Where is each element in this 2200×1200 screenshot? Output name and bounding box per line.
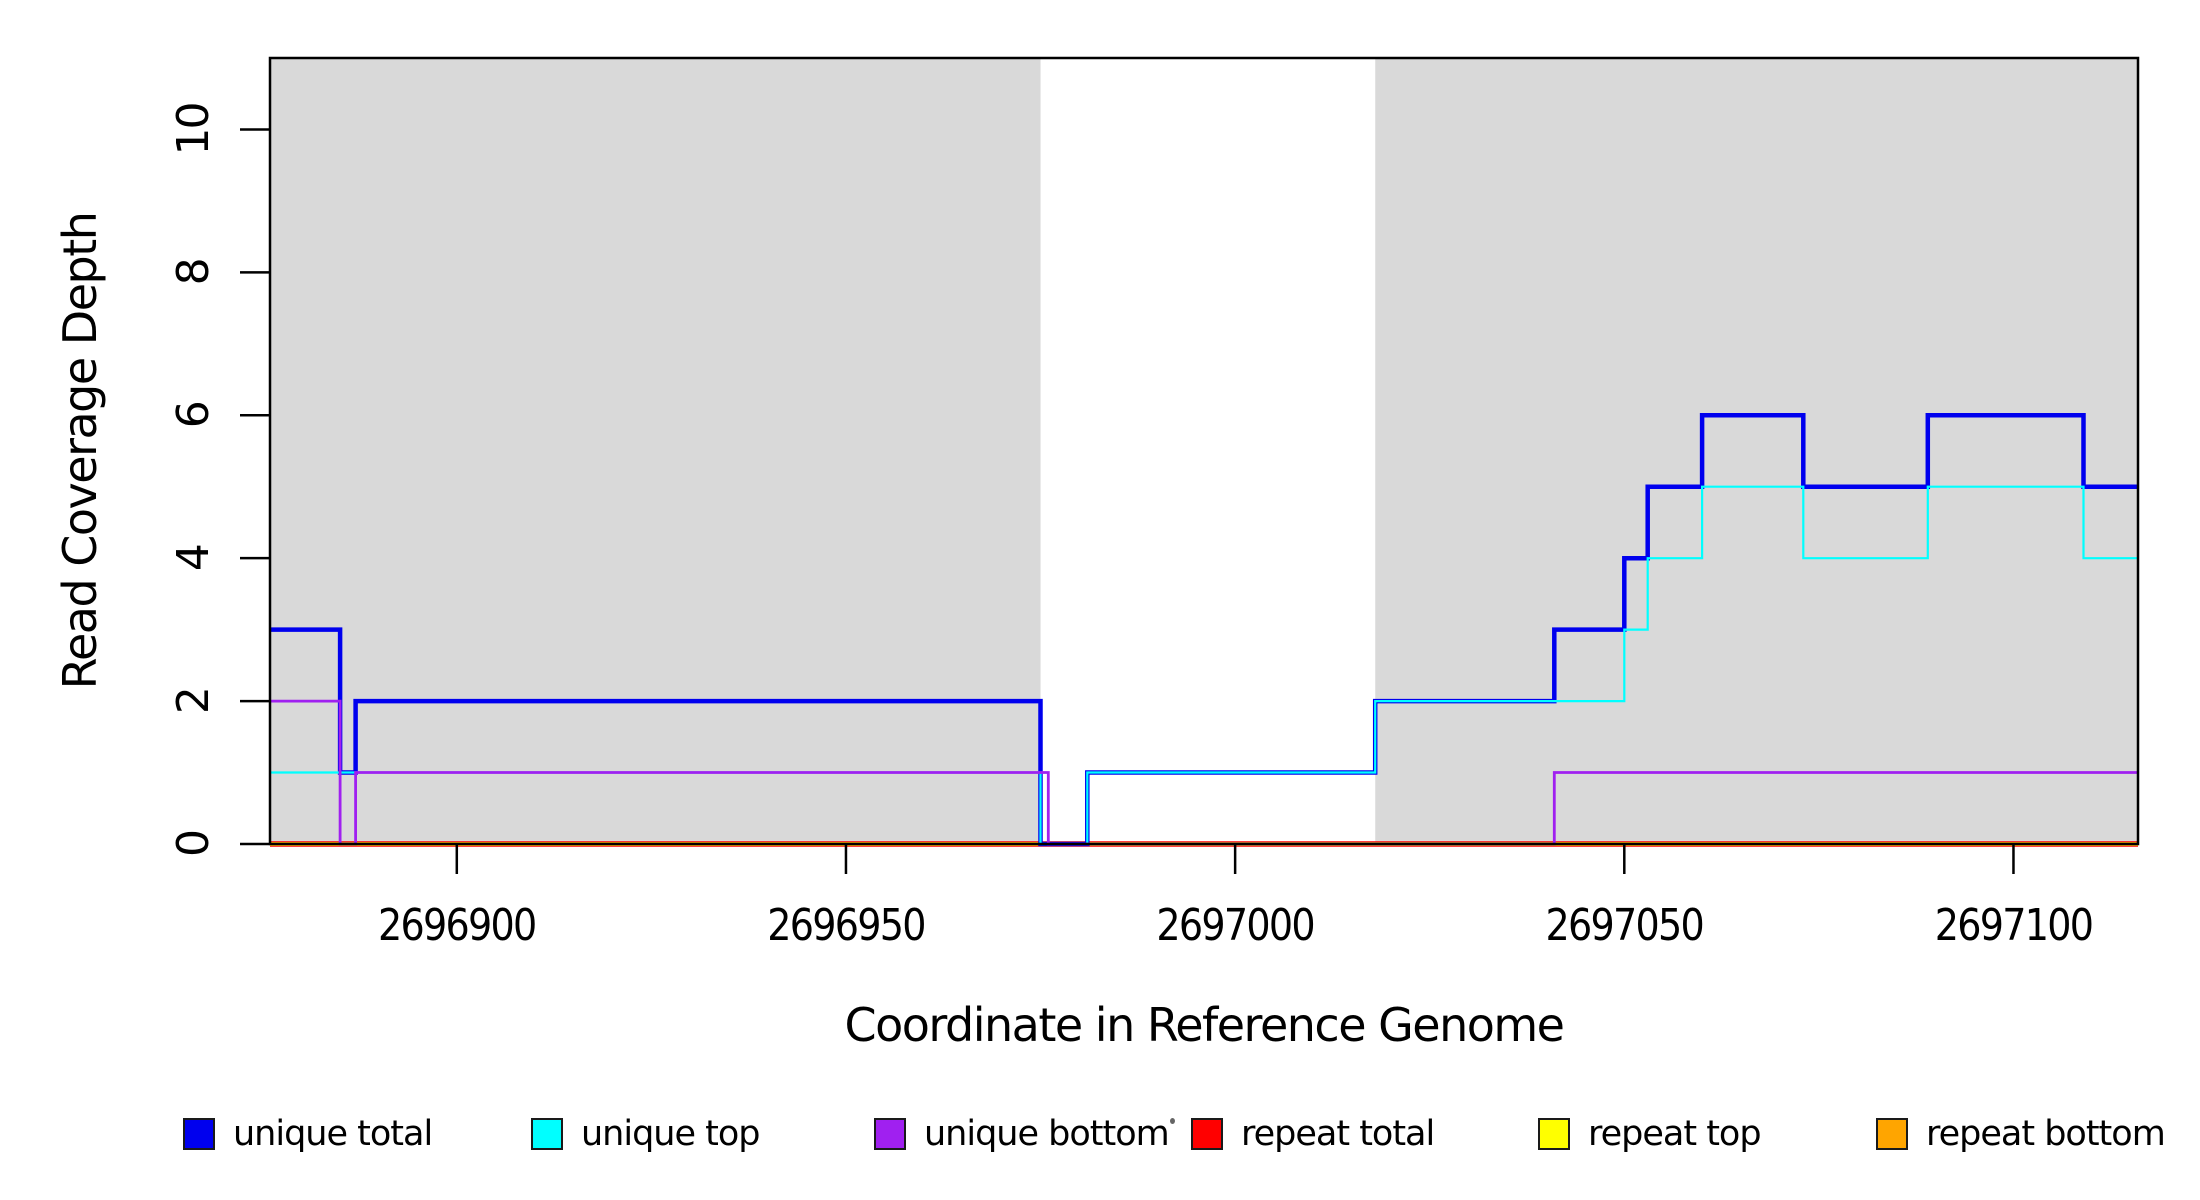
x-tick-label: 2696950 bbox=[767, 900, 925, 951]
y-tick-label: 10 bbox=[168, 103, 219, 155]
y-tick-label: 4 bbox=[168, 545, 219, 571]
x-tick-label: 2697100 bbox=[1935, 900, 2093, 951]
y-tick-label: 6 bbox=[168, 402, 219, 428]
shaded-region-1 bbox=[270, 58, 1041, 844]
x-tick-label: 2696900 bbox=[378, 900, 536, 951]
shaded-region-2 bbox=[1375, 58, 2138, 844]
plot-border bbox=[268, 56, 2140, 846]
y-tick-label: 8 bbox=[168, 259, 219, 285]
series-unique-top bbox=[270, 485, 2138, 846]
stray-mark bbox=[1170, 1118, 1175, 1124]
series-unique-bottom bbox=[270, 699, 2138, 846]
series-unique-total bbox=[270, 413, 2138, 847]
y-tick-label: 2 bbox=[168, 688, 219, 714]
y-axis-title: Read Coverage Depth bbox=[53, 212, 107, 690]
x-tick-label: 2697050 bbox=[1546, 900, 1704, 951]
x-axis-title: Coordinate in Reference Genome bbox=[844, 998, 1565, 1052]
y-tick-label: 0 bbox=[168, 831, 219, 857]
x-tick-label: 2697000 bbox=[1156, 900, 1314, 951]
